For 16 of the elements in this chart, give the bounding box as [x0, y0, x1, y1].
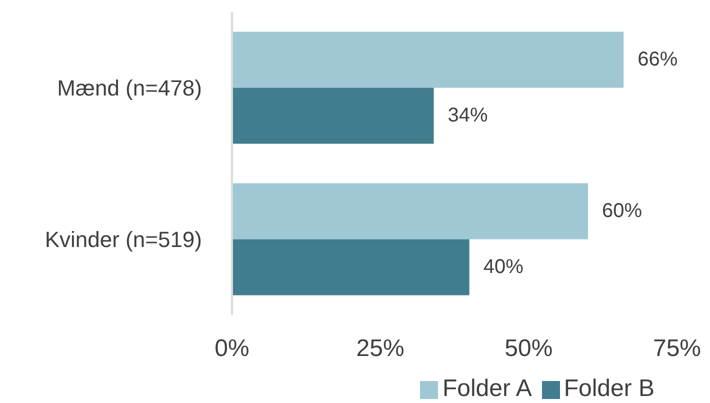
y-tick-label: Kvinder (n=519)	[44, 227, 202, 252]
legend-label: Folder B	[564, 375, 655, 402]
x-tick-label: 25%	[356, 335, 404, 362]
x-tick-label: 75%	[652, 335, 702, 362]
data-label: 66%	[638, 48, 678, 71]
legend-label: Folder A	[442, 375, 532, 402]
bar	[232, 239, 470, 296]
bar	[232, 88, 434, 144]
data-label: 34%	[448, 104, 488, 127]
x-tick-label: 50%	[504, 335, 553, 362]
bar	[232, 32, 624, 88]
bar	[232, 183, 588, 240]
x-tick-label: 0%	[214, 335, 250, 362]
data-label: 40%	[483, 256, 524, 278]
y-tick-label: Mænd (n=478)	[57, 76, 202, 101]
data-label: 60%	[602, 200, 642, 222]
